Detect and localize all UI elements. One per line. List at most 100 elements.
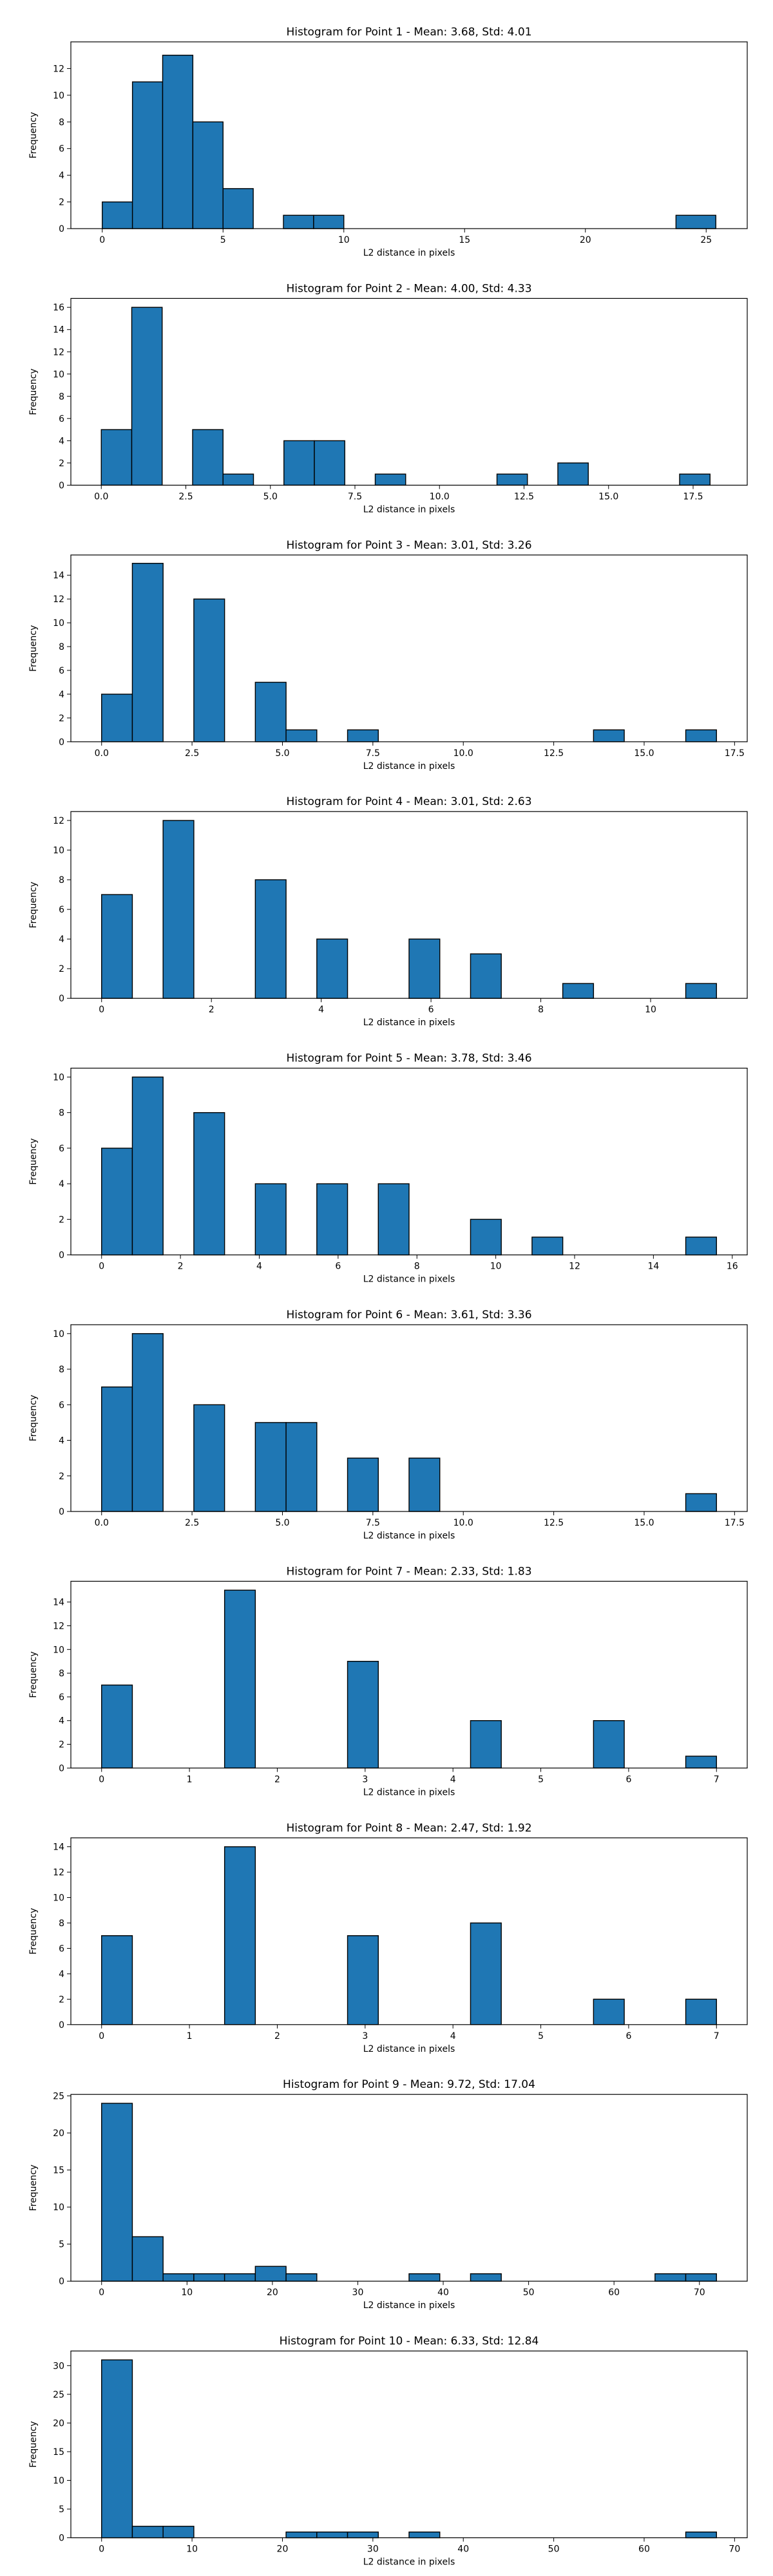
- x-tick-label: 6: [625, 2031, 631, 2041]
- histogram-bar: [593, 1720, 625, 1769]
- y-tick-label: 8: [59, 117, 64, 128]
- histogram-bar: [285, 2531, 318, 2539]
- x-axis-label: L2 distance in pixels: [363, 2300, 455, 2311]
- axes-frame: [70, 2094, 748, 2282]
- y-axis-label: Frequency: [28, 1395, 39, 1441]
- x-tick-label: 3: [362, 2031, 368, 2041]
- x-tick-label: 10: [338, 235, 350, 245]
- axes-frame: [70, 298, 748, 486]
- y-tick-label: 8: [59, 1669, 64, 1679]
- histogram-bar: [224, 2273, 256, 2282]
- x-tick-label: 3: [362, 1774, 368, 1785]
- histogram-bar: [313, 214, 345, 229]
- x-tick-label: 5: [538, 2031, 544, 2041]
- y-tick-label: 0: [59, 737, 64, 748]
- y-tick-label: 8: [59, 1365, 64, 1375]
- histogram-bar: [254, 1422, 287, 1512]
- histogram-bar: [685, 1493, 717, 1512]
- histogram-bar: [374, 473, 406, 486]
- y-tick-label: 20: [53, 2128, 64, 2139]
- x-tick-label: 17.5: [725, 1518, 745, 1528]
- histogram-bar: [470, 953, 502, 999]
- y-tick-label: 2: [59, 459, 64, 469]
- y-tick-label: 10: [53, 370, 64, 380]
- x-tick-label: 8: [538, 1005, 544, 1015]
- x-tick-label: 1: [187, 2031, 193, 2041]
- x-tick-label: 2: [274, 1774, 280, 1785]
- y-tick-label: 8: [59, 642, 64, 652]
- y-tick-label: 12: [53, 64, 64, 74]
- histogram-bar: [101, 1386, 133, 1512]
- x-axis-label: L2 distance in pixels: [363, 2557, 455, 2568]
- y-tick-label: 6: [59, 1144, 64, 1154]
- x-tick-label: 16: [727, 1262, 738, 1272]
- x-tick-label: 10.0: [453, 748, 473, 759]
- y-tick-label: 15: [53, 2166, 64, 2176]
- x-tick-label: 15.0: [634, 1518, 654, 1528]
- x-tick-label: 50: [523, 2287, 535, 2298]
- y-tick-label: 10: [53, 1072, 64, 1083]
- y-tick-label: 0: [59, 994, 64, 1004]
- x-tick-label: 2: [178, 1262, 184, 1272]
- y-axis-label: Frequency: [28, 625, 39, 672]
- x-tick-label: 5.0: [275, 1518, 289, 1528]
- histogram-panel-7: Histogram for Point 7 - Mean: 2.33, Std:…: [28, 1565, 748, 1797]
- y-tick-label: 0: [59, 2020, 64, 2031]
- y-tick-label: 2: [59, 964, 64, 974]
- histogram-bar: [222, 473, 254, 486]
- histogram-panel-9: Histogram for Point 9 - Mean: 9.72, Std:…: [28, 2078, 748, 2311]
- x-tick-label: 15.0: [598, 491, 618, 502]
- histogram-panel-6: Histogram for Point 6 - Mean: 3.61, Std:…: [28, 1309, 748, 1541]
- x-tick-label: 0: [99, 2544, 104, 2555]
- y-tick-label: 10: [53, 618, 64, 629]
- y-tick-label: 10: [53, 1645, 64, 1655]
- histogram-bar: [377, 1183, 410, 1256]
- y-tick-label: 5: [59, 2240, 64, 2250]
- x-tick-label: 2.5: [185, 1518, 199, 1528]
- histogram-bar: [654, 2273, 687, 2282]
- x-tick-label: 7.5: [366, 1518, 380, 1528]
- y-axis-label: Frequency: [28, 368, 39, 415]
- histogram-bar: [316, 1183, 348, 1256]
- x-tick-label: 0: [99, 1005, 104, 1015]
- y-tick-label: 4: [59, 1179, 64, 1189]
- y-tick-label: 14: [53, 325, 64, 336]
- y-tick-label: 14: [53, 571, 64, 581]
- histogram-bar: [285, 2273, 318, 2282]
- x-tick-label: 12: [569, 1262, 580, 1272]
- y-axis-label: Frequency: [28, 112, 39, 158]
- y-tick-label: 6: [59, 414, 64, 424]
- y-tick-label: 2: [59, 1472, 64, 1482]
- histogram-panel-8: Histogram for Point 8 - Mean: 2.47, Std:…: [28, 1822, 748, 2054]
- y-tick-label: 6: [59, 1400, 64, 1410]
- histogram-bar: [101, 1148, 133, 1256]
- histogram-bar: [193, 598, 225, 743]
- x-tick-label: 10.0: [430, 491, 450, 502]
- y-tick-label: 8: [59, 1918, 64, 1929]
- y-tick-label: 30: [53, 2361, 64, 2371]
- x-tick-label: 10: [186, 2544, 198, 2555]
- x-axis-label: L2 distance in pixels: [363, 504, 455, 515]
- x-axis-label: L2 distance in pixels: [363, 1274, 455, 1285]
- x-tick-label: 2.5: [185, 748, 199, 759]
- y-tick-label: 4: [59, 436, 64, 446]
- y-tick-label: 2: [59, 198, 64, 208]
- x-tick-label: 1: [187, 1774, 193, 1785]
- x-axis-label: L2 distance in pixels: [363, 1531, 455, 1541]
- y-axis-label: Frequency: [28, 1651, 39, 1698]
- histogram-bar: [470, 1218, 502, 1256]
- chart-title: Histogram for Point 6 - Mean: 3.61, Std:…: [286, 1309, 531, 1321]
- y-tick-label: 10: [53, 1893, 64, 1904]
- histogram-bar: [408, 2531, 441, 2539]
- y-tick-label: 12: [53, 594, 64, 605]
- x-tick-label: 4: [450, 1774, 456, 1785]
- x-tick-label: 5: [220, 235, 226, 245]
- histogram-bar: [254, 2266, 287, 2282]
- histogram-bar: [314, 440, 345, 486]
- x-tick-label: 7: [714, 2031, 720, 2041]
- histogram-bar: [193, 1112, 225, 1256]
- y-tick-label: 4: [59, 1436, 64, 1446]
- histogram-bar: [470, 1720, 502, 1769]
- histogram-bar: [531, 1236, 564, 1256]
